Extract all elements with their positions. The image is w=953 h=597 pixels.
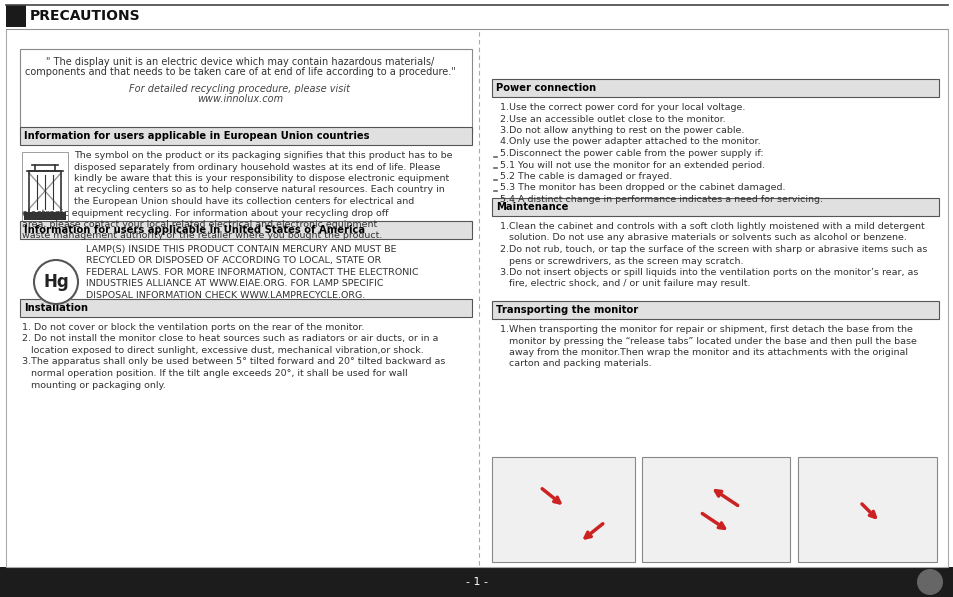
FancyBboxPatch shape [20,221,472,239]
Text: DISPOSAL INFORMATION CHECK WWW.LAMPRECYCLE.ORG.: DISPOSAL INFORMATION CHECK WWW.LAMPRECYC… [86,291,365,300]
Text: Information for users applicable in European Union countries: Information for users applicable in Euro… [24,131,369,141]
Text: RECYCLED OR DISPOSED OF ACCORDING TO LOCAL, STATE OR: RECYCLED OR DISPOSED OF ACCORDING TO LOC… [86,257,381,266]
Text: www.innolux.com: www.innolux.com [196,94,283,104]
Text: Hg: Hg [43,273,69,291]
FancyBboxPatch shape [492,79,938,97]
FancyBboxPatch shape [22,152,68,222]
Text: 3.Do not allow anything to rest on the power cable.: 3.Do not allow anything to rest on the p… [499,126,743,135]
Text: Transporting the monitor: Transporting the monitor [496,305,638,315]
Text: 1.Clean the cabinet and controls with a soft cloth lightly moistened with a mild: 1.Clean the cabinet and controls with a … [499,222,923,231]
Text: 3.The apparatus shall only be used between 5° tilted forward and 20° tilted back: 3.The apparatus shall only be used betwe… [22,358,445,367]
Text: Installation: Installation [24,303,88,313]
Text: 5.2 The cable is damaged or frayed.: 5.2 The cable is damaged or frayed. [499,172,672,181]
Text: fire, electric shock, and / or unit failure may result.: fire, electric shock, and / or unit fail… [499,279,750,288]
FancyBboxPatch shape [20,299,472,317]
Text: away from the monitor.Then wrap the monitor and its attachments with the origina: away from the monitor.Then wrap the moni… [499,348,907,357]
Text: 2.Use an accessible outlet close to the monitor.: 2.Use an accessible outlet close to the … [499,115,725,124]
Text: 1. Do not cover or block the ventilation ports on the rear of the monitor.: 1. Do not cover or block the ventilation… [22,323,364,332]
Text: For detailed recycling procedure, please visit: For detailed recycling procedure, please… [130,84,350,94]
Text: LAMP(S) INSIDE THIS PRODUCT CONTAIN MERCURY AND MUST BE: LAMP(S) INSIDE THIS PRODUCT CONTAIN MERC… [86,245,396,254]
Text: The symbol on the product or its packaging signifies that this product has to be: The symbol on the product or its packagi… [74,151,452,160]
Text: 5.Disconnect the power cable from the power supply if:: 5.Disconnect the power cable from the po… [499,149,762,158]
FancyBboxPatch shape [492,301,938,319]
FancyBboxPatch shape [0,0,953,30]
Text: at recycling centers so as to help conserve natural resources. Each country in: at recycling centers so as to help conse… [74,186,444,195]
Text: Information for users applicable in United States of America: Information for users applicable in Unit… [24,225,365,235]
Text: the European Union should have its collection centers for electrical and: the European Union should have its colle… [74,197,414,206]
Text: 1.Use the correct power cord for your local voltage.: 1.Use the correct power cord for your lo… [499,103,744,112]
Text: mounting or packaging only.: mounting or packaging only. [22,380,166,389]
FancyBboxPatch shape [797,457,936,562]
Text: 2. Do not install the monitor close to heat sources such as radiators or air duc: 2. Do not install the monitor close to h… [22,334,438,343]
FancyBboxPatch shape [492,457,635,562]
Text: Maintenance: Maintenance [496,202,568,212]
Text: 2.Do not rub, touch, or tap the surface of the screen with sharp or abrasive ite: 2.Do not rub, touch, or tap the surface … [499,245,926,254]
Text: normal operation position. If the tilt angle exceeds 20°, it shall be used for w: normal operation position. If the tilt a… [22,369,407,378]
FancyBboxPatch shape [0,567,953,597]
FancyBboxPatch shape [24,212,66,220]
Text: 5.4 A distinct change in performance indicates a need for servicing.: 5.4 A distinct change in performance ind… [499,195,822,204]
Text: 5.3 The monitor has been dropped or the cabinet damaged.: 5.3 The monitor has been dropped or the … [499,183,784,192]
Circle shape [916,569,942,595]
Text: components and that needs to be taken care of at end of life according to a proc: components and that needs to be taken ca… [25,67,455,77]
Text: 3.Do not insert objects or spill liquids into the ventilation ports on the monit: 3.Do not insert objects or spill liquids… [499,268,918,277]
Text: PRECAUTIONS: PRECAUTIONS [30,9,140,23]
Text: disposed separately from ordinary household wastes at its end of life. Please: disposed separately from ordinary househ… [74,162,440,171]
Text: waste management authority or the retailer where you bought the product.: waste management authority or the retail… [22,232,382,241]
Text: - 1 -: - 1 - [465,577,488,587]
Text: Power connection: Power connection [496,83,596,93]
Text: kindly be aware that this is your responsibility to dispose electronic equipment: kindly be aware that this is your respon… [74,174,449,183]
Text: electronic equipment recycling. For information about your recycling drop off: electronic equipment recycling. For info… [22,208,388,217]
Text: pens or screwdrivers, as the screen may scratch.: pens or screwdrivers, as the screen may … [499,257,742,266]
Circle shape [34,260,78,304]
Text: area, please contact your local related electrical and electronic equipment: area, please contact your local related … [22,220,376,229]
Text: carton and packing materials.: carton and packing materials. [499,359,651,368]
Text: FEDERAL LAWS. FOR MORE INFORMATION, CONTACT THE ELECTRONIC: FEDERAL LAWS. FOR MORE INFORMATION, CONT… [86,268,418,277]
Text: solution. Do not use any abrasive materials or solvents such as alcohol or benze: solution. Do not use any abrasive materi… [499,233,906,242]
FancyBboxPatch shape [20,127,472,145]
Text: location exposed to direct sunlight, excessive dust, mechanical vibration,or sho: location exposed to direct sunlight, exc… [22,346,423,355]
FancyBboxPatch shape [641,457,789,562]
Text: 1.When transporting the monitor for repair or shipment, first detach the base fr: 1.When transporting the monitor for repa… [499,325,912,334]
Text: monitor by pressing the “release tabs” located under the base and then pull the : monitor by pressing the “release tabs” l… [499,337,916,346]
FancyBboxPatch shape [6,5,26,27]
FancyBboxPatch shape [492,198,938,216]
Text: 5.1 You will not use the monitor for an extended period.: 5.1 You will not use the monitor for an … [499,161,764,170]
FancyBboxPatch shape [29,171,61,213]
FancyBboxPatch shape [20,49,472,132]
Text: " The display unit is an electric device which may contain hazardous materials/: " The display unit is an electric device… [46,57,434,67]
Text: 4.Only use the power adapter attached to the monitor.: 4.Only use the power adapter attached to… [499,137,760,146]
Text: INDUSTRIES ALLIANCE AT WWW.EIAE.ORG. FOR LAMP SPECIFIC: INDUSTRIES ALLIANCE AT WWW.EIAE.ORG. FOR… [86,279,383,288]
